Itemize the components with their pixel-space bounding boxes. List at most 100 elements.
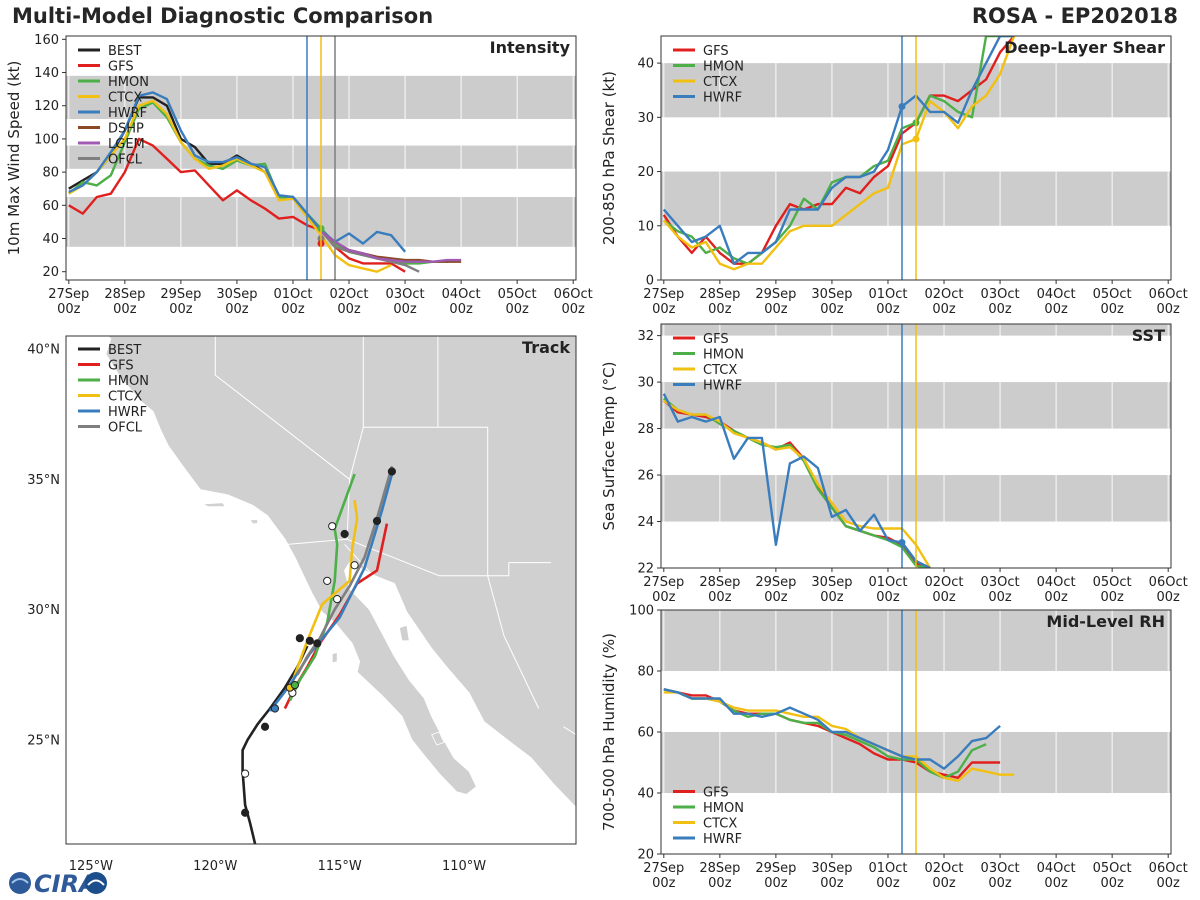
shear-xtick-date-3: 30Sep [811, 287, 852, 302]
intensity-ytick-label-140: 140 [34, 66, 59, 81]
intensity-xtick-date-2: 29Sep [160, 287, 201, 302]
sst-frame [660, 323, 1172, 569]
rh-series-group [663, 688, 1015, 782]
track-border-4 [349, 427, 364, 480]
rh-xtick-date-4: 01Oct [868, 861, 907, 876]
sst-xtick-date-3: 30Sep [811, 575, 852, 590]
sst-legend-label-gfs: GFS [703, 332, 729, 347]
track-path-hmon [288, 473, 356, 702]
rh-panel-title: Mid-Level RH [1046, 612, 1165, 631]
intensity-legend-label-best: BEST [108, 44, 141, 59]
track-lon-label-110-w: 110°W [442, 859, 486, 874]
rh-legend-label-hwrf: HWRF [703, 832, 742, 847]
track-border-8 [563, 726, 576, 736]
sst-ylabel: Sea Surface Temp (°C) [600, 361, 618, 530]
sst-legend-label-hmon: HMON [703, 348, 744, 363]
track-island-1 [249, 519, 259, 524]
shear-series-hmon [663, 36, 1015, 265]
track-border-3 [362, 336, 489, 576]
rh-series-hwrf [663, 688, 1001, 770]
shear-xtick-date-5: 02Oct [925, 287, 964, 302]
shear-xtick-date-6: 03Oct [981, 287, 1020, 302]
track-marker-best-2 [260, 722, 270, 731]
intensity-ytick-label-20: 20 [42, 265, 59, 280]
intensity-xtick-date-9: 06Oct [554, 287, 593, 302]
rh-xtick-date-2: 29Sep [755, 861, 796, 876]
rh-xtick-date-0: 27Sep [643, 861, 684, 876]
intensity-xtick-hour-8: 00z [505, 302, 529, 317]
track-marker-best-14 [328, 522, 337, 531]
rh-legend-label-gfs: GFS [703, 786, 729, 801]
shear-xtick-hour-4: 00z [876, 302, 900, 317]
track-border-7 [487, 575, 540, 709]
shear-ytick-label-30: 30 [637, 111, 654, 126]
intensity-xtick-date-0: 27Sep [48, 287, 89, 302]
shear-legend-label-hwrf: HWRF [703, 91, 742, 106]
rh-xtick-hour-8: 00z [1100, 876, 1124, 891]
nesdis-emblem-icon [85, 872, 107, 894]
intensity-series-hwrf [68, 91, 407, 253]
sst-xtick-date-0: 27Sep [643, 575, 684, 590]
rh-ytick-label-60: 60 [637, 726, 654, 741]
track-legend-label-ctcx: CTCX [108, 390, 142, 405]
cira-globe-icon [9, 872, 31, 894]
track-island-2 [331, 651, 338, 664]
intensity-ytick-label-80: 80 [42, 166, 59, 181]
shear-xtick-date-9: 06Oct [1149, 287, 1188, 302]
intensity-frame [65, 35, 577, 281]
shear-series-hwrf [662, 36, 1015, 265]
track-legend-label-best: BEST [108, 343, 141, 358]
track-island-0 [201, 502, 226, 508]
rh-xtick-date-9: 06Oct [1149, 861, 1188, 876]
intensity-xtick-hour-2: 00z [169, 302, 193, 317]
rh-xtick-date-7: 04Oct [1037, 861, 1076, 876]
intensity-xtick-hour-5: 00z [337, 302, 361, 317]
shear-ytick-label-20: 20 [637, 165, 654, 180]
rh-ylabel: 700-500 hPa Humidity (%) [600, 633, 618, 831]
shear-xtick-date-0: 27Sep [643, 287, 684, 302]
shear-xtick-hour-8: 00z [1100, 302, 1124, 317]
intensity-xtick-hour-6: 00z [393, 302, 417, 317]
track-legend-label-ofcl: OFCL [108, 421, 143, 436]
rh-legend-label-ctcx: CTCX [703, 817, 737, 832]
track-marker-best-9 [313, 639, 322, 648]
sst-xtick-date-6: 03Oct [981, 575, 1020, 590]
intensity-xtick-hour-9: 00z [562, 302, 586, 317]
rh-xtick-hour-3: 00z [820, 876, 844, 891]
intensity-legend-label-lgem: LGEM [108, 137, 145, 152]
intensity-legend-label-hmon: HMON [108, 75, 149, 90]
track-path-ctcx [288, 499, 359, 694]
rh-xtick-hour-2: 00z [764, 876, 788, 891]
track-land-group [105, 336, 576, 844]
intensity-xtick-hour-4: 00z [281, 302, 305, 317]
track-island-3 [398, 624, 410, 642]
sst-legend-label-hwrf: HWRF [703, 379, 742, 394]
track-lat-label-30-n: 30°N [27, 603, 60, 618]
sst-xtick-hour-5: 00z [932, 590, 956, 605]
shear-xtick-hour-2: 00z [764, 302, 788, 317]
intensity-series-ctcx [68, 99, 392, 273]
sst-xtick-hour-4: 00z [876, 590, 900, 605]
shear-ylabel: 200-850 hPa Shear (kt) [600, 71, 618, 245]
track-marker-best-10 [333, 595, 342, 604]
rh-xtick-hour-0: 00z [652, 876, 676, 891]
track-border-6 [344, 544, 440, 689]
sst-xtick-hour-9: 00z [1157, 590, 1181, 605]
shear-frame [660, 35, 1172, 281]
sst-xtick-date-8: 05Oct [1093, 575, 1132, 590]
intensity-series-gfs [68, 137, 406, 273]
track-border-0 [214, 336, 350, 480]
rh-xtick-hour-7: 00z [1044, 876, 1068, 891]
rh-ytick-label-40: 40 [637, 787, 654, 802]
intensity-ylabel: 10m Max Wind Speed (kt) [5, 61, 23, 256]
shear-series-ctcx [662, 36, 1016, 271]
sst-xtick-hour-8: 00z [1100, 590, 1124, 605]
intensity-legend-label-dshp: DSHP [108, 122, 144, 137]
intensity-legend-label-gfs: GFS [108, 60, 134, 75]
sst-xtick-date-7: 04Oct [1037, 575, 1076, 590]
intensity-xtick-date-4: 01Oct [273, 287, 312, 302]
intensity-panel: 2040608010012014016027Sep00z28Sep00z29Se… [5, 33, 593, 317]
storm-title: ROSA - EP202018 [971, 4, 1178, 28]
sst-panel: 22242628303227Sep00z28Sep00z29Sep00z30Se… [600, 323, 1188, 605]
